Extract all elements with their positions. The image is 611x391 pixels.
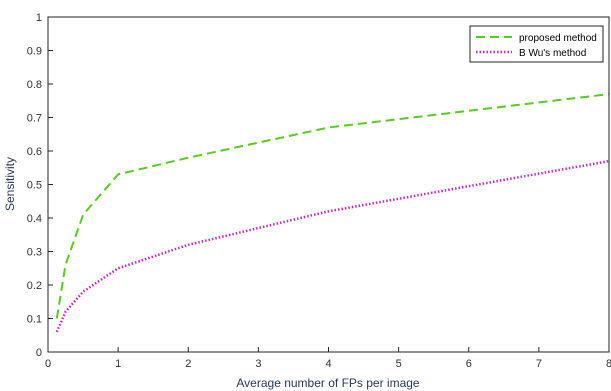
x-tick-label: 1 (115, 358, 121, 370)
legend-box (469, 25, 604, 63)
y-tick-label: 0.4 (27, 213, 42, 225)
y-tick-label: 0.1 (27, 314, 42, 326)
series-line-proposed-method (55, 93, 610, 319)
legend-label-proposed: proposed method (519, 33, 597, 44)
y-tick-label: 0.8 (27, 79, 42, 91)
x-tick-label: 2 (185, 358, 191, 370)
series-line-b-wu-s-method (55, 159, 610, 333)
y-tick-label: 0.6 (27, 146, 42, 158)
plot-area (48, 17, 609, 352)
legend-label-bwu: B Wu's method (519, 48, 586, 59)
y-tick-label: 1 (36, 12, 42, 24)
x-tick-label: 6 (466, 358, 472, 370)
x-tick-label: 0 (45, 358, 51, 370)
x-axis-title: Average number of FPs per image (236, 376, 420, 390)
y-tick-label: 0.3 (27, 247, 42, 259)
y-axis-title: Sensitivity (3, 157, 17, 211)
y-tick-label: 0.2 (27, 280, 42, 292)
legend: proposed method B Wu's method (469, 25, 604, 63)
x-tick-label: 4 (325, 358, 331, 370)
y-tick-label: 0.5 (27, 180, 42, 192)
x-tick-label: 5 (396, 358, 402, 370)
y-tick-label: 0 (36, 347, 42, 359)
series-lines (55, 93, 610, 333)
y-tick-label: 0.7 (27, 113, 42, 125)
x-tick-label: 3 (255, 358, 261, 370)
x-tick-label: 8 (606, 358, 611, 370)
plot-frame (47, 16, 610, 353)
x-tick-label: 7 (536, 358, 542, 370)
y-tick-label: 0.9 (27, 46, 42, 58)
